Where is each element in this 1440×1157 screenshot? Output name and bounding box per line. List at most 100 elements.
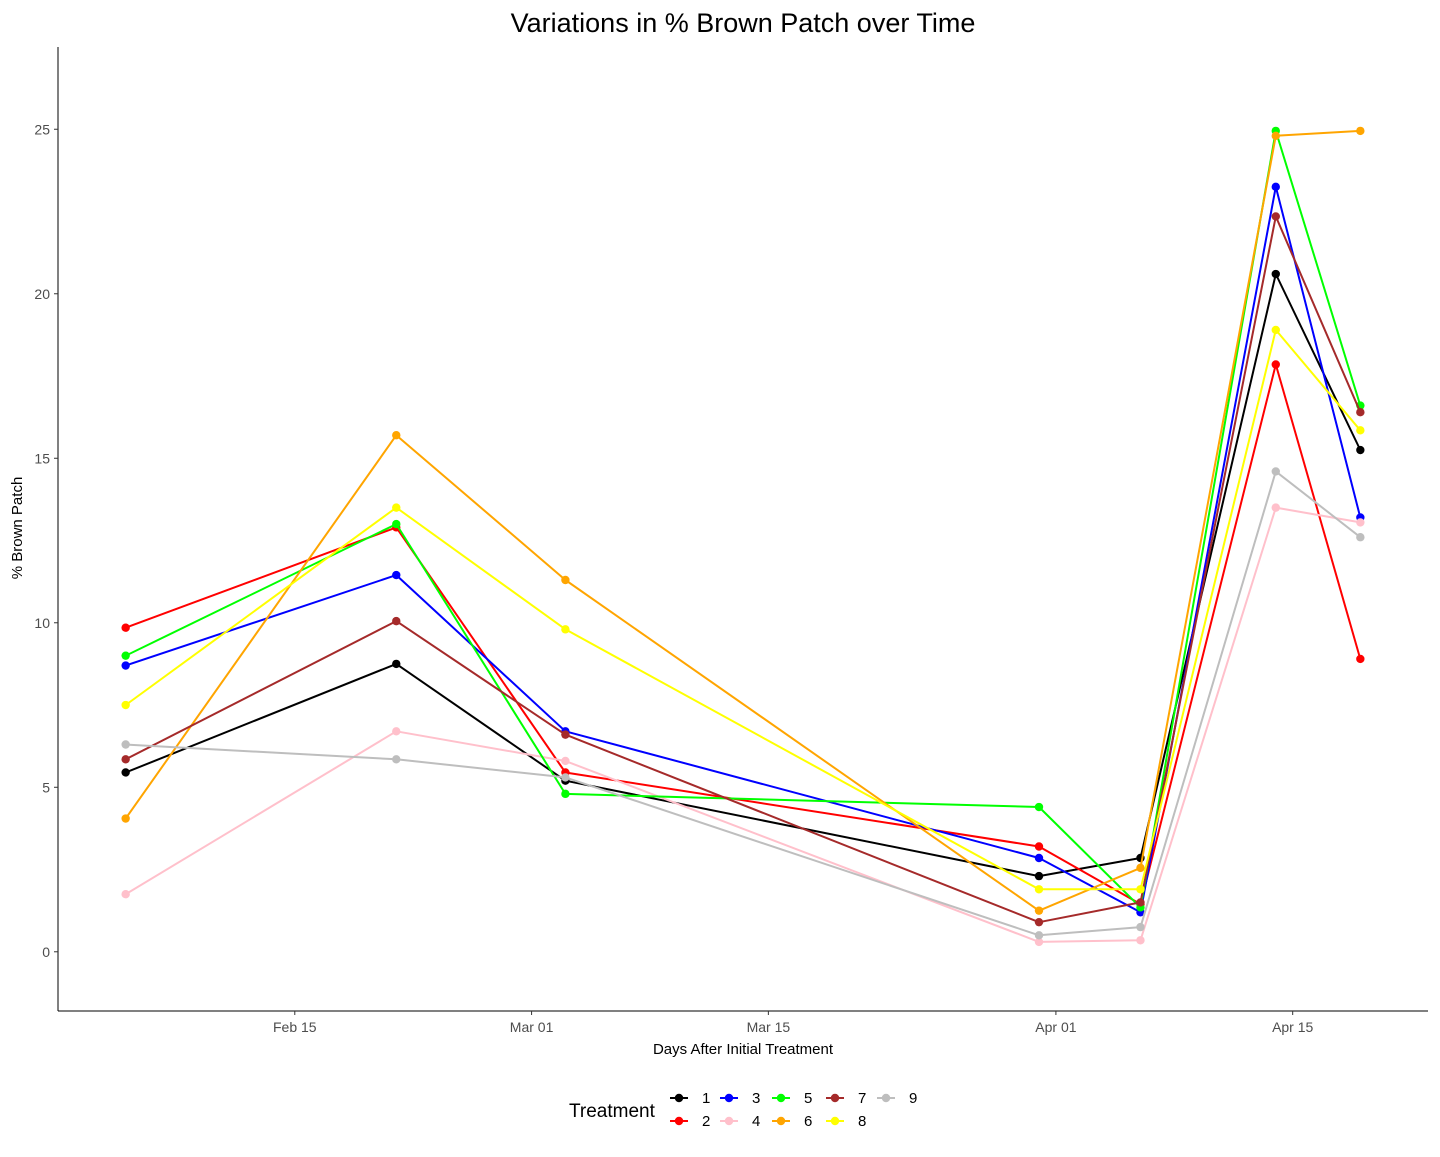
- x-tick-label: Mar 15: [747, 1019, 791, 1035]
- series-line-3: [125, 185, 1362, 914]
- y-tick-label: 20: [34, 286, 50, 302]
- x-tick-label: Apr 15: [1272, 1019, 1313, 1035]
- data-point: [121, 740, 130, 749]
- data-point: [121, 651, 130, 660]
- data-point: [1271, 503, 1280, 512]
- legend-key-point: [881, 1093, 891, 1103]
- series-layer: [121, 126, 1365, 947]
- data-point: [392, 755, 401, 764]
- series-line-1: [125, 273, 1362, 878]
- series-line-6: [124, 129, 1361, 912]
- legend-key-point: [830, 1116, 840, 1126]
- chart-title: Variations in % Brown Patch over Time: [511, 8, 976, 38]
- data-point: [121, 755, 130, 764]
- legend-key-point: [724, 1116, 734, 1126]
- data-point: [1136, 922, 1145, 932]
- x-axis-ticks: Feb 15 Mar 01 Mar 15 Apr 01 Apr 15: [273, 1011, 1314, 1035]
- y-axis-ticks: 0 5 10 15 20 25: [34, 121, 58, 960]
- data-point: [1034, 885, 1044, 894]
- series-1: [121, 269, 1365, 881]
- series-3: [121, 182, 1365, 917]
- data-point: [121, 890, 130, 899]
- series-9: [121, 467, 1365, 940]
- series-line-5: [125, 129, 1362, 909]
- data-point: [1136, 898, 1145, 907]
- y-tick-label: 10: [34, 615, 50, 631]
- data-point: [121, 814, 130, 823]
- data-point: [392, 503, 401, 512]
- legend-key-point: [776, 1093, 786, 1103]
- data-point: [121, 700, 130, 710]
- data-point: [1034, 906, 1044, 915]
- data-point: [1271, 212, 1280, 221]
- y-axis-title: % Brown Patch: [9, 477, 26, 580]
- data-point: [1356, 426, 1365, 435]
- legend-label: 2: [702, 1113, 710, 1130]
- legend-label: 9: [909, 1090, 917, 1107]
- legend-item-3: 3: [720, 1090, 760, 1107]
- data-point: [392, 431, 401, 440]
- y-tick-label: 15: [34, 450, 50, 466]
- legend-item-7: 7: [826, 1090, 866, 1107]
- series-2: [121, 360, 1365, 909]
- data-point: [1034, 871, 1044, 881]
- series-4: [121, 503, 1365, 947]
- data-point: [1034, 917, 1044, 927]
- legend-item-8: 8: [826, 1113, 866, 1130]
- data-point: [561, 789, 570, 799]
- legend-key-point: [776, 1116, 786, 1126]
- x-axis-title: Days After Initial Treatment: [653, 1041, 834, 1058]
- legend-key-point: [674, 1116, 684, 1126]
- legend-label: 4: [752, 1113, 760, 1130]
- data-point: [1034, 802, 1044, 812]
- legend-item-1: 1: [670, 1090, 710, 1107]
- series-6: [121, 126, 1365, 915]
- legend-item-9: 9: [877, 1090, 917, 1107]
- data-point: [1356, 408, 1365, 417]
- data-point: [1136, 863, 1145, 873]
- data-point: [1356, 445, 1365, 455]
- data-point: [121, 768, 130, 777]
- legend-label: 3: [752, 1090, 760, 1107]
- data-point: [561, 625, 570, 634]
- legend-title: Treatment: [569, 1101, 656, 1122]
- data-point: [1356, 533, 1365, 542]
- data-point: [1271, 131, 1280, 141]
- series-8: [121, 325, 1365, 894]
- legend-label: 7: [858, 1090, 866, 1107]
- legend-key-point: [830, 1093, 840, 1103]
- legend-label: 1: [702, 1090, 710, 1107]
- legend-item-4: 4: [720, 1113, 760, 1130]
- legend-label: 6: [804, 1113, 812, 1130]
- legend-label: 8: [858, 1113, 866, 1130]
- data-point: [561, 575, 570, 585]
- data-point: [392, 659, 401, 669]
- data-point: [392, 727, 401, 736]
- data-point: [561, 756, 570, 766]
- series-7: [121, 212, 1365, 927]
- data-point: [1271, 182, 1280, 192]
- legend: Treatment 1 2 3 4 5 6 7 8 9: [569, 1090, 917, 1130]
- data-point: [392, 519, 401, 529]
- y-tick-label: 0: [42, 944, 50, 960]
- x-tick-label: Feb 15: [273, 1019, 317, 1035]
- data-point: [1034, 842, 1044, 851]
- data-point: [1271, 325, 1280, 335]
- data-point: [1034, 937, 1044, 947]
- legend-item-2: 2: [670, 1113, 710, 1130]
- legend-key-point: [674, 1093, 684, 1103]
- data-point: [1271, 360, 1280, 369]
- legend-item-6: 6: [772, 1113, 812, 1130]
- series-5: [121, 126, 1365, 912]
- data-point: [1271, 467, 1280, 476]
- data-point: [1136, 885, 1145, 894]
- y-tick-label: 25: [34, 121, 50, 137]
- data-point: [1034, 853, 1044, 863]
- data-point: [392, 570, 401, 580]
- legend-key-point: [724, 1093, 734, 1103]
- data-point: [561, 773, 570, 782]
- data-point: [392, 616, 401, 626]
- legend-label: 5: [804, 1090, 812, 1107]
